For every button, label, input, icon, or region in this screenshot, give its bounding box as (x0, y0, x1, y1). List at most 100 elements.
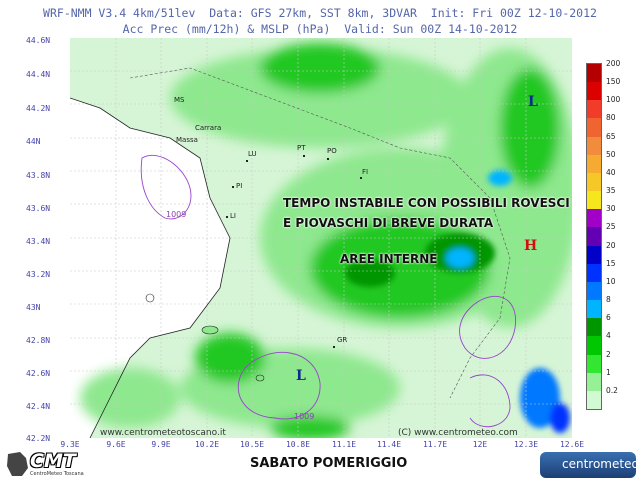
city-dot (246, 160, 248, 162)
scale-label: 100 (606, 95, 621, 105)
scale-swatch (587, 100, 601, 119)
scale-label: 200 (606, 59, 621, 68)
lon-label: 9.6E (106, 440, 126, 449)
lat-label: 44.6N (26, 36, 51, 45)
lat-label: 44.4N (26, 70, 51, 79)
lon-label: 11.7E (422, 440, 448, 449)
lon-label: 11.1E (331, 440, 357, 449)
city-label: LI (230, 212, 236, 220)
scale-swatch (587, 227, 601, 246)
lat-label: 43.6N (26, 204, 51, 213)
scale-swatch (587, 154, 601, 173)
scale-label: 10 (606, 276, 616, 286)
map-canvas (70, 38, 572, 438)
island-capraia (145, 293, 155, 303)
lat-label: 42.6N (26, 369, 51, 378)
scale-label: 4 (606, 331, 611, 341)
scale-label: 2 (606, 349, 611, 359)
coastline (70, 97, 231, 438)
isobar-4 (469, 374, 511, 428)
scale-swatch (587, 318, 601, 337)
scale-label: 65 (606, 131, 616, 141)
isobar-2 (237, 352, 321, 420)
lat-label: 43N (26, 303, 41, 312)
lon-label: 10.2E (194, 440, 220, 449)
scale-label: 1 (606, 367, 611, 377)
city-label: GR (337, 336, 348, 344)
sea (70, 98, 230, 438)
city-label: LU (248, 150, 257, 158)
lon-label: 9.9E (151, 440, 171, 449)
scale-swatch (587, 64, 601, 83)
rain-heavy-areas (345, 170, 570, 433)
rain-green-areas (80, 43, 572, 438)
city-dot (333, 346, 335, 348)
city-dot (303, 155, 305, 157)
isobar-label: 1009 (294, 412, 315, 421)
city-dot (327, 158, 329, 160)
city-label: Massa (176, 136, 198, 144)
lon-label: 12.3E (513, 440, 539, 449)
city-label: MS (174, 96, 185, 104)
scale-label: 8 (606, 295, 611, 305)
lat-label: 43.8N (26, 171, 51, 180)
cmt-logo-icon (7, 452, 28, 476)
scale-label: 25 (606, 222, 616, 232)
scale-label: 15 (606, 258, 616, 268)
city-label: FI (362, 168, 369, 176)
island-giglio (255, 374, 265, 382)
lat-label: 43.2N (26, 270, 51, 279)
lon-label: 9.3E (60, 440, 80, 449)
lat-label: 42.8N (26, 336, 51, 345)
scale-swatch (587, 372, 601, 391)
scale-swatch (587, 263, 601, 282)
cmt-logo-subtitle: CentroMeteo Toscana (30, 471, 84, 477)
scale-swatch (587, 245, 601, 264)
map-title: SABATO POMERIGGIO (250, 456, 408, 471)
scale-swatch (587, 82, 601, 101)
lon-label: 11.4E (376, 440, 402, 449)
scale-swatch (587, 281, 601, 301)
lat-label: 44.2N (26, 104, 51, 113)
city-label: PI (236, 182, 243, 190)
scale-swatch (587, 390, 601, 409)
lon-label: 12.6E (559, 440, 585, 449)
header-line-1: WRF-NMM V3.4 4km/51lev Data: GFS 27km, S… (43, 6, 597, 20)
lat-label: 42.4N (26, 402, 51, 411)
city-label: Carrara (195, 124, 222, 132)
centrometeo-logo-icon (540, 452, 636, 478)
header-line-2: Acc Prec (mm/12h) & MSLP (hPa) Valid: Su… (122, 22, 518, 36)
scale-label: 30 (606, 204, 616, 214)
scale-swatch (587, 336, 601, 355)
city-dot (360, 177, 362, 179)
lon-label: 10.8E (285, 440, 311, 449)
scale-label: 0.2 (606, 385, 618, 395)
cmt-logo-text: CMT (30, 450, 76, 472)
scale-label: 80 (606, 113, 616, 123)
lon-label: 10.5E (239, 440, 265, 449)
isobar-3 (459, 295, 516, 359)
city-label: PT (297, 144, 306, 152)
scale-label: 150 (606, 77, 621, 87)
scale-swatch (587, 191, 601, 210)
island-elba (201, 325, 219, 335)
scale-label: 20 (606, 240, 616, 250)
scale-swatch (587, 354, 601, 373)
scale-label: 35 (606, 186, 616, 196)
centrometeo-logo-text: centrometeo (562, 457, 639, 471)
region-border (129, 67, 511, 399)
scale-swatch (587, 300, 601, 319)
city-dot (232, 186, 234, 188)
lon-label: 12E (472, 440, 488, 449)
low-pressure-label: L (296, 368, 306, 384)
city-label: PO (327, 147, 337, 155)
scale-label: 40 (606, 167, 616, 177)
forecast-note-line3: AREE INTERNE (340, 252, 438, 266)
scale-swatch (587, 172, 601, 192)
high-pressure-label: H (524, 238, 538, 254)
lat-label: 43.4N (26, 237, 51, 246)
scale-label: 6 (606, 313, 611, 323)
isobar-1 (140, 154, 192, 220)
forecast-note-line2: E PIOVASCHI DI BREVE DURATA (283, 216, 494, 230)
isobar-label: 1009 (166, 210, 187, 219)
